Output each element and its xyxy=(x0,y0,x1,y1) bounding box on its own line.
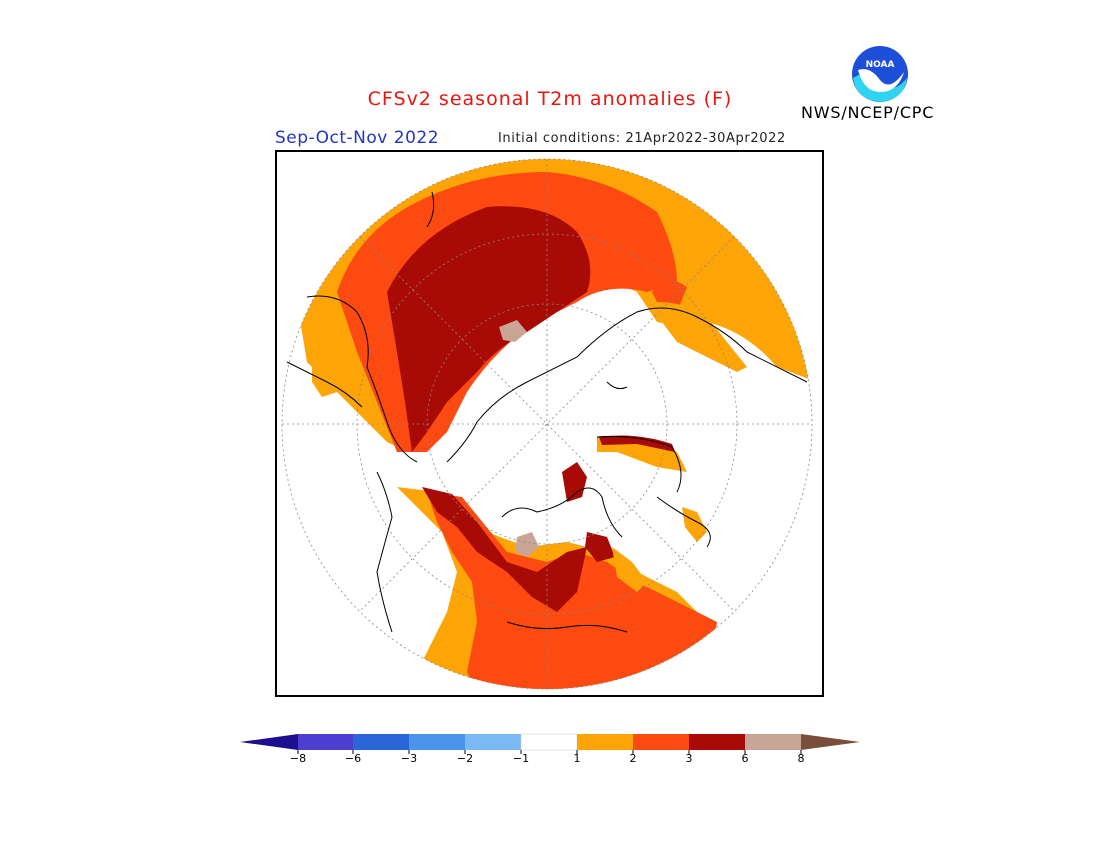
colorbar-label: 6 xyxy=(741,752,749,765)
colorbar-bin-2-3 xyxy=(633,734,689,750)
anomaly-region-namerica-2-3 xyxy=(427,492,717,689)
anomaly-region-greenland-area-3-6 xyxy=(562,462,587,502)
coastlines xyxy=(286,191,808,633)
colorbar-label: −2 xyxy=(456,752,474,765)
colorbar-label: 3 xyxy=(685,752,693,765)
colorbar-bin-minus8-minus6 xyxy=(298,734,353,750)
anomaly-region-east-1-2 xyxy=(682,507,707,542)
anomaly-region-canada-arctic-3-6 xyxy=(599,435,675,452)
colorbar-label: −8 xyxy=(289,752,307,765)
colorbar-ticks xyxy=(297,750,802,754)
colorbar-bin-minus2-minus1 xyxy=(465,734,521,750)
colorbar-bin-minus3-minus2 xyxy=(409,734,465,750)
colorbar-label: 8 xyxy=(797,752,805,765)
anomaly-region-canada-arctic-1-2 xyxy=(597,436,687,472)
polar-map xyxy=(281,158,813,690)
colorbar-bin-1-2 xyxy=(577,734,633,750)
colorbar-label: −3 xyxy=(400,752,418,765)
anomaly-region-namerica-6-8 xyxy=(515,532,539,557)
anomaly-region-eurasia-3-6 xyxy=(387,206,591,452)
colorbar xyxy=(240,733,860,754)
anomaly-region-eurasia-6-8 xyxy=(499,320,527,342)
anomaly-region-hudson-3-6 xyxy=(585,532,615,562)
colorbar-bin-3-6 xyxy=(689,734,745,750)
organization-label: NWS/NCEP/CPC xyxy=(801,103,935,122)
colorbar-arrow-left xyxy=(240,734,298,750)
colorbar-label: 2 xyxy=(629,752,637,765)
colorbar-bin-minus6-minus3 xyxy=(353,734,409,750)
colorbar-label: −1 xyxy=(512,752,530,765)
graticule xyxy=(281,158,813,690)
noaa-logo: NOAA xyxy=(849,43,911,105)
initial-conditions-label: Initial conditions: 21Apr2022-30Apr2022 xyxy=(498,131,786,146)
colorbar-label: 1 xyxy=(573,752,581,765)
anomaly-region-pacific-1-2 xyxy=(657,302,747,372)
anomaly-region-europe-1-2 xyxy=(312,367,337,397)
map-panel xyxy=(275,150,824,697)
anomaly-region-namerica-3-6 xyxy=(422,487,587,612)
season-label: Sep-Oct-Nov 2022 xyxy=(275,128,440,148)
colorbar-bin-6-8 xyxy=(745,734,801,750)
map-title: CFSv2 seasonal T2m anomalies (F) xyxy=(367,88,733,110)
logo-text: NOAA xyxy=(866,60,895,70)
colorbar-arrow-right xyxy=(801,734,860,750)
anomaly-region-northeast-1-2 xyxy=(612,547,647,592)
colorbar-label: −6 xyxy=(344,752,362,765)
colorbar-bin-minus1-1 xyxy=(520,733,578,751)
